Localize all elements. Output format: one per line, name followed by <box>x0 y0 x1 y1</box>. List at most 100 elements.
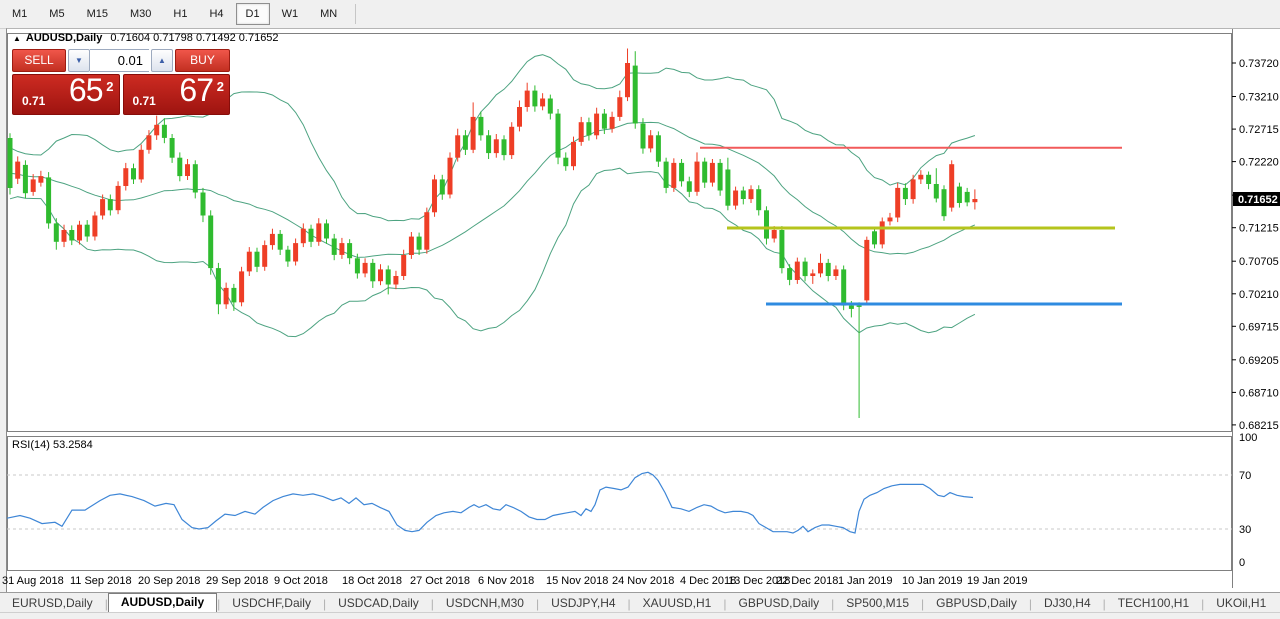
date-axis-label: 11 Sep 2018 <box>70 575 132 587</box>
candle-body <box>447 157 453 195</box>
candle-body <box>933 184 939 199</box>
date-axis-label: 19 Jan 2019 <box>967 575 1028 587</box>
candle-body <box>324 223 329 239</box>
tab-separator: | <box>1028 597 1032 611</box>
candle-body <box>61 230 67 242</box>
chart-tab-sp500-m15[interactable]: SP500,M15 <box>846 596 910 610</box>
chart-tab-eurusd-daily[interactable]: EURUSD,Daily <box>12 596 93 610</box>
candle-body <box>308 228 314 242</box>
candle-body <box>601 113 607 129</box>
candle-body <box>679 162 685 182</box>
current-price-value: 0.71652 <box>1238 194 1278 206</box>
buy-price-pips: 67 <box>179 72 214 108</box>
bollinger-lower-band <box>9 167 976 338</box>
candle-body <box>339 243 345 255</box>
timeframe-button-h4[interactable]: H4 <box>209 8 224 20</box>
candle-body <box>764 210 769 239</box>
chart-tab-ukoil-h1[interactable]: UKOil,H1 <box>1216 596 1267 610</box>
rsi-plot-border <box>7 436 1232 571</box>
chart-tab-usdcad-daily[interactable]: USDCAD,Daily <box>338 596 419 610</box>
tab-separator: | <box>322 597 327 611</box>
candle-body <box>262 245 268 267</box>
date-axis-label: 4 Dec 2018 <box>680 575 736 587</box>
chart-tab-gbpusd-daily[interactable]: GBPUSD,Daily <box>738 596 820 610</box>
candle-body <box>709 162 715 183</box>
buy-price-panel[interactable]: 0.71 67 2 <box>122 72 230 115</box>
sell-price-panel[interactable]: 0.71 65 2 <box>12 72 120 115</box>
candle-body <box>509 126 515 156</box>
candle-body <box>594 113 600 136</box>
candle-body <box>370 262 376 282</box>
chart-tab-tech100-h1[interactable]: TECH100,H1 <box>1117 596 1190 610</box>
candle-body <box>787 268 793 280</box>
chart-tab-usdjpy-h4[interactable]: USDJPY,H4 <box>551 596 616 610</box>
candle-body <box>856 305 862 307</box>
lot-increase-button[interactable]: ▲ <box>151 49 173 72</box>
candle-body <box>185 164 190 176</box>
candle-body <box>748 189 754 200</box>
candle-body <box>740 190 746 199</box>
candle-body <box>84 224 90 237</box>
candle-body <box>532 90 538 107</box>
candle-body <box>609 116 615 129</box>
chart-tab-usdchf-daily[interactable]: USDCHF,Daily <box>232 596 311 610</box>
timeframe-button-w1[interactable]: W1 <box>281 8 299 20</box>
candle-body <box>794 261 800 280</box>
date-axis-label: 22 Dec 2018 <box>776 575 838 587</box>
candle-body <box>331 238 337 255</box>
candle-body <box>949 164 955 208</box>
date-axis-label: 13 Dec 2018 <box>728 575 790 587</box>
candle-body <box>7 138 13 188</box>
candle-body <box>872 231 877 245</box>
date-axis-label: 10 Jan 2019 <box>902 575 963 587</box>
lot-size-input[interactable] <box>90 49 149 72</box>
timeframe-button-mn[interactable]: MN <box>320 8 338 20</box>
timeframe-button-m1[interactable]: M1 <box>12 8 28 20</box>
chart-ohlc-values: 0.71604 0.71798 0.71492 0.71652 <box>110 32 279 44</box>
date-axis-label: 29 Sep 2018 <box>206 575 268 587</box>
candle-body <box>246 251 252 272</box>
date-axis-label: 1 Jan 2019 <box>838 575 892 587</box>
one-click-trading-panel: SELL ▼ ▲ BUY 0.71 65 2 0.71 67 2 <box>12 49 230 115</box>
candle-body <box>347 243 353 259</box>
buy-button[interactable]: BUY <box>175 49 230 72</box>
candle-body <box>254 251 260 267</box>
date-axis-label: 6 Nov 2018 <box>478 575 534 587</box>
candle-body <box>22 164 28 194</box>
candle-body <box>77 224 82 241</box>
date-axis-label: 18 Oct 2018 <box>342 575 402 587</box>
candle-body <box>215 268 221 305</box>
chart-tab-dj30-h4[interactable]: DJ30,H4 <box>1043 596 1091 610</box>
timeframe-button-m5[interactable]: M5 <box>49 8 65 20</box>
candle-body <box>455 135 461 158</box>
timeframe-button-d1[interactable]: D1 <box>235 3 270 25</box>
candle-body <box>223 287 229 305</box>
sell-button[interactable]: SELL <box>12 49 66 72</box>
timeframe-button-h1[interactable]: H1 <box>173 8 188 20</box>
candle-body <box>918 174 924 180</box>
candle-body <box>107 199 113 211</box>
chart-tab-gbpusd-daily[interactable]: GBPUSD,Daily <box>936 596 1017 610</box>
sell-price-prefix: 0.71 <box>22 94 46 108</box>
candle-body <box>825 262 831 276</box>
candle-body <box>138 149 144 180</box>
timeframe-button-m30[interactable]: M30 <box>129 8 152 20</box>
candle-body <box>486 135 492 154</box>
tab-separator: | <box>104 597 108 611</box>
candle-body <box>470 116 476 150</box>
candle-body <box>802 261 808 277</box>
timeframe-button-m15[interactable]: M15 <box>86 8 108 20</box>
candle-body <box>161 124 167 138</box>
chart-tab-audusd-daily[interactable]: AUDUSD,Daily <box>107 593 218 613</box>
chart-tab-xauusd-h1[interactable]: XAUUSD,H1 <box>642 596 712 610</box>
tab-scroll-left-icon[interactable]: ◄ <box>1278 600 1280 610</box>
chart-tab-usdcnh-m30[interactable]: USDCNH,M30 <box>445 596 524 610</box>
candle-body <box>879 221 885 245</box>
candle-body <box>964 191 970 203</box>
lot-decrease-button[interactable]: ▼ <box>68 49 90 72</box>
toolbar-separator <box>355 4 357 24</box>
candle-body <box>756 189 762 211</box>
collapse-arrow-icon[interactable]: ▲ <box>13 34 21 43</box>
rsi-line <box>6 471 974 534</box>
